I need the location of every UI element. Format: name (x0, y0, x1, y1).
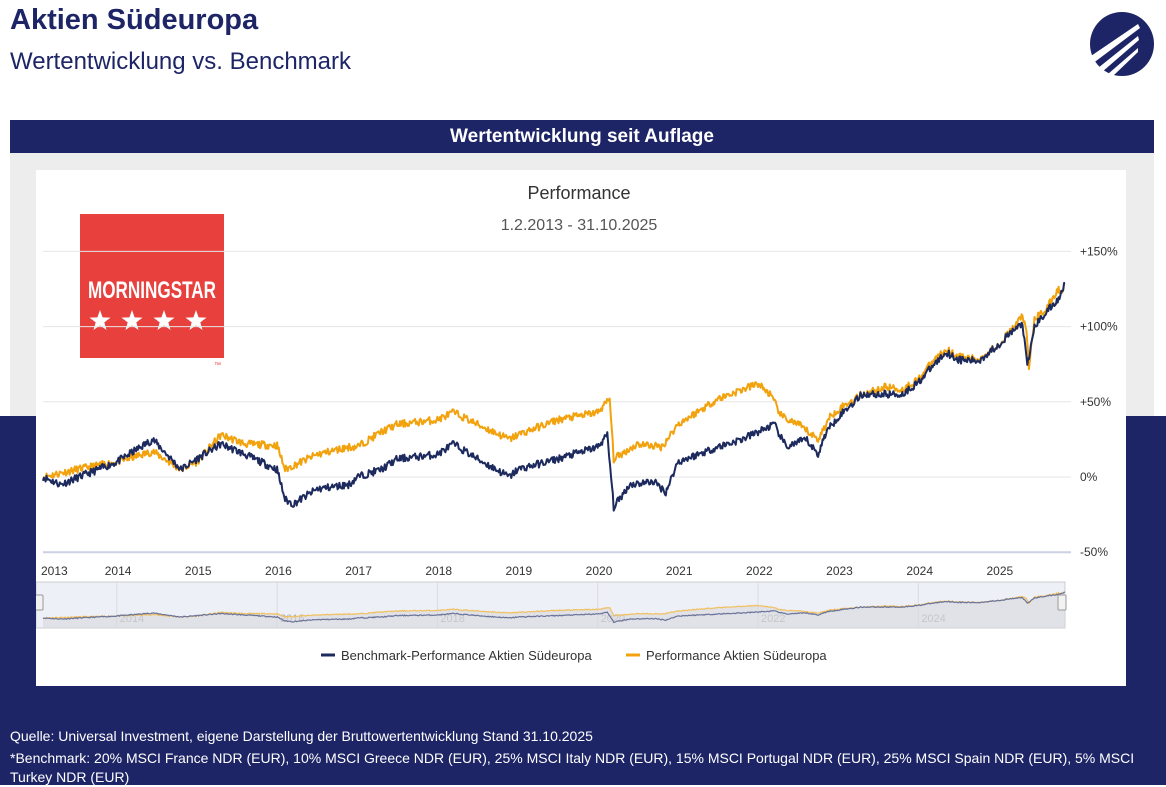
star-icon (121, 310, 143, 330)
x-tick-label: 2022 (746, 564, 773, 578)
series-line-fund (42, 281, 1066, 482)
x-tick-label: 2015 (185, 564, 212, 578)
x-tick-label: 2013 (41, 564, 68, 578)
chart-subtitle: 1.2.2013 - 31.10.2025 (501, 217, 658, 234)
morningstar-brand: MORNINGSTAR (88, 277, 216, 304)
y-tick-label: +150% (1080, 244, 1118, 258)
x-tick-label: 2016 (265, 564, 292, 578)
legend-item[interactable]: Performance Aktien Südeuropa (646, 648, 827, 663)
y-tick-label: -50% (1080, 545, 1108, 559)
x-tick-label: 2017 (345, 564, 372, 578)
morningstar-box (80, 214, 224, 358)
morningstar-tm: ™ (214, 362, 221, 369)
legend-item[interactable]: Benchmark-Performance Aktien Südeuropa (341, 648, 593, 663)
navigator-series (42, 591, 1065, 624)
x-tick-label: 2025 (986, 564, 1013, 578)
star-icon (153, 310, 175, 330)
y-tick-label: +50% (1080, 395, 1111, 409)
x-tick-label: 2021 (666, 564, 693, 578)
legend: Benchmark-Performance Aktien Südeuropa Pe… (321, 648, 827, 663)
y-tick-label: 0% (1080, 470, 1098, 484)
source-note: Quelle: Universal Investment, eigene Dar… (10, 728, 593, 744)
navigator-area (43, 592, 1065, 628)
star-icon (89, 310, 111, 330)
navigator-handle-left[interactable] (34, 594, 44, 611)
x-tick-label: 2014 (105, 564, 132, 578)
x-tick-label: 2020 (586, 564, 613, 578)
series-line-benchmark (42, 281, 1066, 512)
x-tick-label: 2018 (425, 564, 452, 578)
navigator-series (42, 591, 1066, 620)
morningstar-rating-stars (89, 310, 207, 330)
x-tick-label: 2023 (826, 564, 853, 578)
section-header: Wertentwicklung seit Auflage (10, 120, 1154, 153)
benchmark-note: *Benchmark: 20% MSCI France NDR (EUR), 1… (10, 750, 1135, 785)
morningstar-badge: MORNINGSTAR ™ (80, 214, 224, 369)
page-subtitle: Wertentwicklung vs. Benchmark (10, 48, 352, 75)
chart-panel: Performance 1.2.2013 - 31.10.2025 MORNIN… (34, 170, 1126, 686)
navigator[interactable]: 201420162018202020222024 (34, 581, 1067, 629)
navigator-handle-right[interactable] (1057, 594, 1067, 611)
star-icon (185, 310, 207, 330)
performance-chart: Performance 1.2.2013 - 31.10.2025 MORNIN… (34, 183, 1118, 663)
page-title: Aktien Südeuropa (10, 4, 259, 36)
y-tick-label: +100% (1080, 320, 1118, 334)
x-tick-label: 2024 (906, 564, 933, 578)
chart-title: Performance (527, 183, 630, 203)
company-logo-icon (1088, 12, 1154, 76)
x-tick-label: 2019 (506, 564, 533, 578)
